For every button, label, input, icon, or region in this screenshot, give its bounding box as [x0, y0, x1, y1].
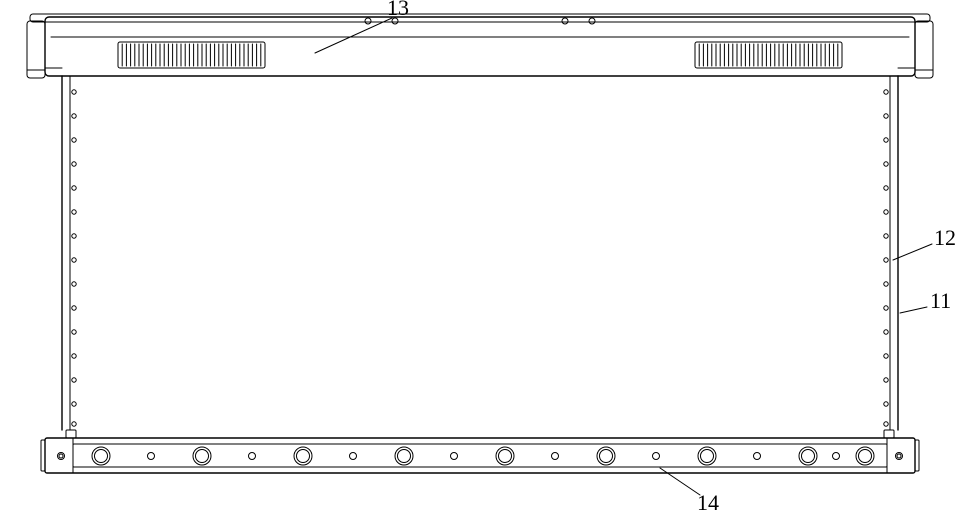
callout-label-12: 12	[934, 225, 956, 250]
callout-label-13: 13	[387, 0, 409, 20]
callout-label-14: 14	[697, 490, 719, 515]
technical-drawing: 13 12 11 14	[0, 0, 969, 518]
callout-label-11: 11	[930, 288, 951, 313]
